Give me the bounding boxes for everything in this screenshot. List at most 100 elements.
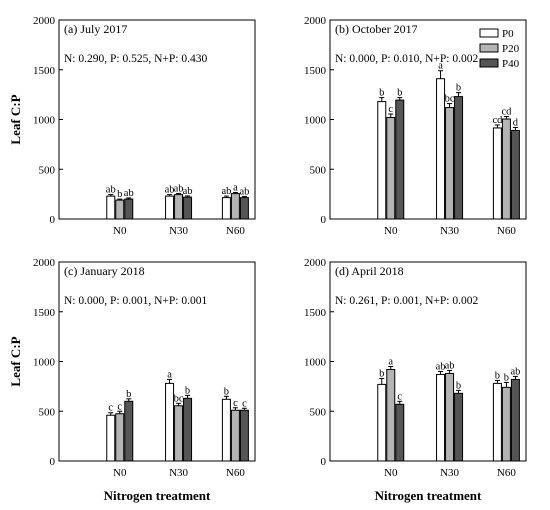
panel-c-stats: N: 0.000, P: 0.001, N+P: 0.001 xyxy=(64,295,207,307)
panel-c-significance-letter: b xyxy=(185,385,190,396)
panel-c-significance-letter: b xyxy=(224,386,229,397)
panel-a-xtick-label: N30 xyxy=(169,225,188,237)
legend-label-p0: P0 xyxy=(502,28,514,40)
panel-d-significance-letter: a xyxy=(388,356,393,367)
panel-a-title: (a) July 2017 xyxy=(64,22,127,36)
panel-d-title: (d) April 2018 xyxy=(335,264,404,278)
panel-d-bar-p20-n60 xyxy=(501,386,511,462)
panel-c-significance-letter: c xyxy=(233,398,238,409)
panel-c-bar-p40-n30 xyxy=(183,397,193,462)
panel-b-significance-letter: bc xyxy=(445,94,455,105)
panel-d-bar-p20-n0 xyxy=(386,368,396,462)
legend-swatch-p0 xyxy=(479,28,499,38)
panel-a-significance-letter: ab xyxy=(106,185,116,196)
panel-a-bar-p0-n60 xyxy=(221,197,231,220)
panel-b-significance-letter: b xyxy=(397,88,402,99)
panel-b-significance-letter: b xyxy=(456,83,461,94)
panel-d-stats: N: 0.261, P: 0.001, N+P: 0.002 xyxy=(335,295,478,307)
panel-d-bar-p20-n30 xyxy=(445,372,455,462)
panel-a-bar-p20-n30 xyxy=(174,194,184,220)
panel-b-xtick-label: N60 xyxy=(497,225,516,237)
panel-b-ytick-label: 0 xyxy=(321,214,327,226)
panel-a-ytick-label: 2000 xyxy=(33,15,56,27)
panel-b-ytick-label: 1000 xyxy=(304,115,327,127)
panel-d-ytick-label: 500 xyxy=(310,406,327,418)
panel-c-xtick-label: N30 xyxy=(169,467,188,479)
panel-b-significance-letter: a xyxy=(438,61,443,72)
panel-c-ytick-label: 0 xyxy=(50,456,56,468)
panel-c-ytick-label: 2000 xyxy=(33,257,56,269)
panel-a-significance-letter: ab xyxy=(183,186,193,197)
panel-b-bar-p40-n30 xyxy=(454,96,464,220)
legend-swatch-p40 xyxy=(479,58,499,68)
panel-a-bar-p20-n60 xyxy=(230,193,240,220)
panel-a-ytick-label: 0 xyxy=(50,214,56,226)
panel-b-ytick-label: 2000 xyxy=(304,15,327,27)
panel-d-significance-letter: ab xyxy=(436,361,446,372)
panel-d-ytick-label: 2000 xyxy=(304,257,327,269)
panel-a-significance-letter: ab xyxy=(239,186,249,197)
panel-c-xtick-label: N60 xyxy=(226,467,245,479)
panel-c-bar-p0-n0 xyxy=(106,414,116,462)
panel-b-xtick-label: N30 xyxy=(440,225,459,237)
legend-swatch-p20 xyxy=(479,43,499,53)
panel-a-bar-p0-n30 xyxy=(165,195,175,220)
panel-d-xtick-label: N60 xyxy=(497,467,516,479)
panel-c-bar-p0-n60 xyxy=(221,398,231,462)
panel-a-significance-letter: b xyxy=(117,189,122,200)
panel-d-significance-letter: ab xyxy=(510,366,520,377)
xlabel-left: Nitrogen treatment xyxy=(104,488,211,503)
panel-a-ytick-label: 500 xyxy=(39,164,56,176)
panel-b-bar-p40-n60 xyxy=(510,129,520,220)
legend-label-p40: P40 xyxy=(502,58,520,70)
panel-d-significance-letter: ab xyxy=(445,360,455,371)
panel-a-ylabel: Leaf C:P xyxy=(8,94,23,144)
panel-a-bar-p0-n0 xyxy=(106,195,116,220)
panel-d-bar-p0-n0 xyxy=(377,383,387,462)
panel-d-xtick-label: N30 xyxy=(440,467,459,479)
panel-a-ytick-label: 1500 xyxy=(33,65,56,77)
panel-c-bar-p40-n0 xyxy=(124,400,134,462)
panel-c-significance-letter: b xyxy=(126,389,131,400)
panel-b-xtick-label: N0 xyxy=(384,225,398,237)
panel-c-ytick-label: 1000 xyxy=(33,357,56,369)
panel-c-significance-letter: a xyxy=(167,369,172,380)
panel-d-bar-p40-n60 xyxy=(510,378,520,462)
panel-a-xtick-label: N0 xyxy=(113,225,127,237)
panel-a-bar-p20-n0 xyxy=(115,199,125,220)
panel-d-bar-p40-n0 xyxy=(395,403,405,462)
panel-b-bar-p20-n0 xyxy=(386,117,396,220)
panel-b-title: (b) October 2017 xyxy=(335,22,418,36)
panel-b-bar-p0-n0 xyxy=(377,101,387,220)
panel-a-significance-letter: ab xyxy=(124,188,134,199)
panel-d-xtick-label: N0 xyxy=(384,467,398,479)
panel-c-significance-letter: c xyxy=(117,401,122,412)
panel-d-significance-letter: c xyxy=(397,391,402,402)
panel-b-significance-letter: c xyxy=(388,104,393,115)
panel-a-bar-p40-n60 xyxy=(239,197,249,220)
panel-c-significance-letter: c xyxy=(108,403,113,414)
panel-a-stats: N: 0.290, P: 0.525, N+P: 0.430 xyxy=(64,53,207,65)
panel-b-significance-letter: cd xyxy=(492,115,503,126)
panel-d-bar-p0-n30 xyxy=(436,373,446,462)
panel-a-bar-p40-n0 xyxy=(124,198,134,220)
panel-a-significance-letter: ab xyxy=(165,185,175,196)
panel-c-bar-p0-n30 xyxy=(165,382,175,462)
panel-d-significance-letter: b xyxy=(456,380,461,391)
legend-label-p20: P20 xyxy=(502,43,520,55)
panel-a-significance-letter: ab xyxy=(174,183,184,194)
panel-d-significance-letter: b xyxy=(495,370,500,381)
panel-d-significance-letter: b xyxy=(504,372,509,383)
panel-c-bar-p20-n0 xyxy=(115,413,125,462)
panel-c-bar-p20-n30 xyxy=(174,405,184,462)
panel-a-bar-p40-n30 xyxy=(183,196,193,220)
panel-b-significance-letter: d xyxy=(513,117,519,128)
panel-c-ytick-label: 500 xyxy=(39,406,56,418)
panel-b-significance-letter: b xyxy=(379,88,384,99)
panel-d-ytick-label: 1000 xyxy=(304,357,327,369)
panel-c-ytick-label: 1500 xyxy=(33,307,56,319)
panel-c-bar-p20-n60 xyxy=(230,409,240,462)
panel-b-bar-p0-n30 xyxy=(436,78,446,220)
panel-c-title: (c) January 2018 xyxy=(64,264,145,278)
panel-b-bar-p20-n30 xyxy=(445,107,455,220)
